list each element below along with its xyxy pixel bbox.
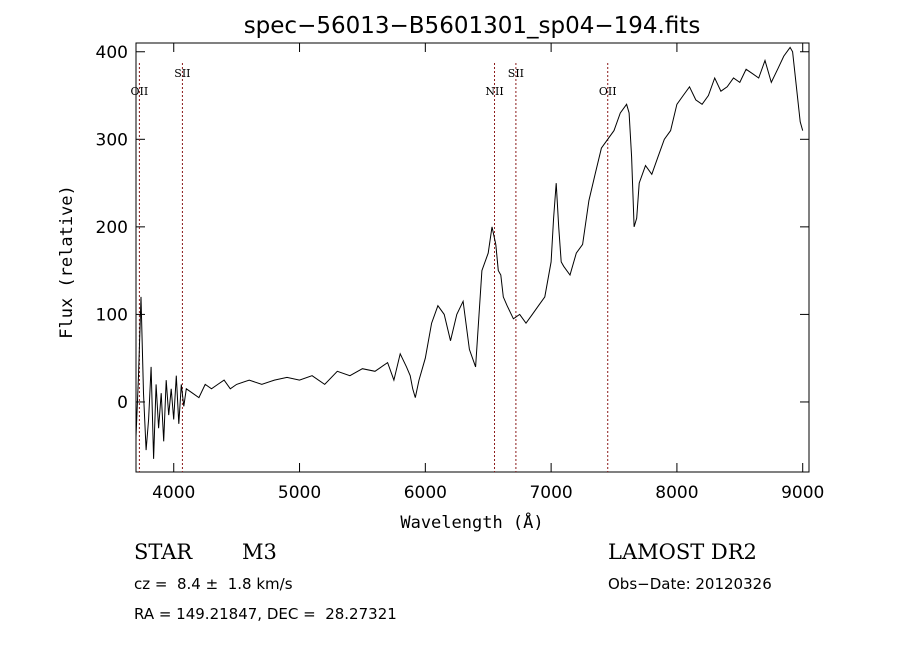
y-tick-label: 0 <box>117 393 128 413</box>
y-tick-label: 300 <box>96 130 128 150</box>
emission-line-label: SII <box>508 67 524 80</box>
object-subclass: M3 <box>242 540 277 564</box>
y-tick-label: 200 <box>96 218 128 238</box>
survey-name: LAMOST DR2 <box>608 540 757 564</box>
coordinates: RA = 149.21847, DEC = 28.27321 <box>134 605 397 623</box>
x-tick-label: 5000 <box>278 483 321 503</box>
x-tick-label: 4000 <box>152 483 195 503</box>
x-tick-label: 6000 <box>404 483 447 503</box>
emission-line-label: NII <box>485 85 503 98</box>
x-axis-label: Wavelength (Å) <box>400 511 543 533</box>
emission-line-label: SII <box>174 67 190 80</box>
x-tick-label: 8000 <box>655 483 698 503</box>
emission-line-label: OII <box>599 85 617 98</box>
plot-frame <box>135 42 810 473</box>
chart-title: spec−56013−B5601301_sp04−194.fits <box>244 13 701 39</box>
y-axis-label: Flux (relative) <box>57 185 77 339</box>
y-axis-ticks: 0 100 200 300 400 <box>96 43 809 413</box>
x-tick-label: 9000 <box>781 483 824 503</box>
y-tick-label: 100 <box>96 305 128 325</box>
y-tick-label: 400 <box>96 43 128 63</box>
emission-line-label: OII <box>131 85 149 98</box>
spectrum-line <box>135 46 804 459</box>
obs-date: Obs−Date: 20120326 <box>608 575 772 593</box>
emission-line-markers: OII SII NII SII OII <box>131 63 617 472</box>
x-tick-label: 7000 <box>529 483 572 503</box>
redshift-value: cz = 8.4 ± 1.8 km/s <box>134 575 293 593</box>
x-axis-ticks: 4000 5000 6000 7000 8000 9000 <box>152 43 824 503</box>
object-class: STAR <box>134 540 193 564</box>
